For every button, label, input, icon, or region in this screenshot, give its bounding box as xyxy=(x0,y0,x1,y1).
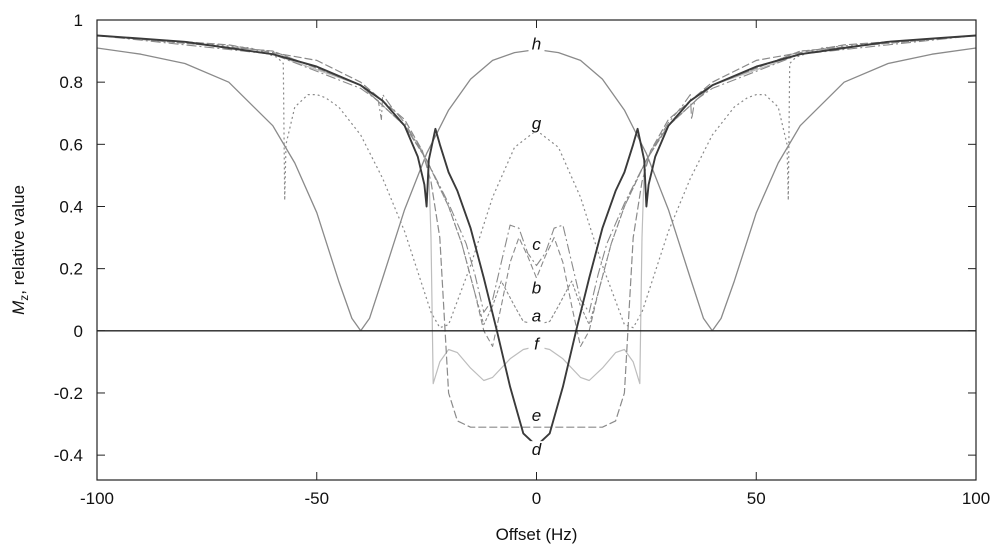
y-axis-title-rest: , relative value xyxy=(9,185,28,295)
curve-label-backdrop xyxy=(528,441,545,460)
series-line-c xyxy=(96,34,977,313)
curve-label-backdrop xyxy=(528,279,545,298)
curve-label-b: b xyxy=(532,279,541,298)
y-tick-label: -0.4 xyxy=(54,446,83,465)
curve-label-f: f xyxy=(534,334,541,353)
x-tick-label: -100 xyxy=(80,489,114,508)
curve-label-c: c xyxy=(532,235,541,254)
x-tick-label: 0 xyxy=(532,489,541,508)
y-axis-title: Mz, relative value xyxy=(9,185,31,315)
curve-label-g: g xyxy=(532,114,542,133)
curve-label-a: a xyxy=(532,306,541,325)
curve-label-backdrop xyxy=(528,406,545,425)
curve-label-backdrop xyxy=(528,307,545,326)
x-axis-title: Offset (Hz) xyxy=(496,525,578,544)
curve-label-backdrop xyxy=(528,114,545,133)
y-tick-label: 0.2 xyxy=(59,260,83,279)
y-axis-title-main: M xyxy=(9,300,28,315)
curve-label-backdrop xyxy=(528,335,545,354)
curve-label-d: d xyxy=(532,440,542,459)
tick-layer: -100 -50 0 50 100 -0.4 -0.2 0 0.2 0.4 0.6 0.8 1 xyxy=(54,11,990,508)
y-tick-label: 0.6 xyxy=(59,135,83,154)
curve-label-h: h xyxy=(532,35,541,54)
series-line-b xyxy=(96,34,977,347)
curve-label-backdrop xyxy=(528,236,545,254)
series-line-e xyxy=(96,34,977,428)
y-tick-label: 1 xyxy=(74,11,83,30)
curve-label-backdrop xyxy=(528,35,545,54)
label-layer: h g f e ab c d xyxy=(528,35,545,460)
y-tick-label: -0.2 xyxy=(54,384,83,403)
y-axis-title-subscript: z xyxy=(17,295,31,301)
x-tick-label: -50 xyxy=(304,489,329,508)
y-tick-label: 0 xyxy=(74,322,83,341)
x-tick-label: 100 xyxy=(962,489,990,508)
curve-label-e: e xyxy=(532,406,541,425)
x-tick-label: 50 xyxy=(747,489,766,508)
y-tick-label: 0.4 xyxy=(59,197,83,216)
y-tick-label: 0.8 xyxy=(59,73,83,92)
